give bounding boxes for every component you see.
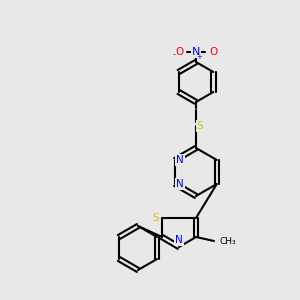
Text: O: O: [175, 47, 183, 57]
Text: O: O: [209, 47, 217, 57]
Text: -: -: [172, 50, 176, 59]
Text: N: N: [176, 155, 184, 165]
Text: +: +: [196, 54, 202, 60]
Text: CH₃: CH₃: [219, 236, 236, 245]
Text: N: N: [192, 47, 200, 57]
Text: S: S: [197, 121, 203, 131]
Text: N: N: [175, 235, 183, 245]
Text: S: S: [153, 213, 159, 223]
Text: N: N: [176, 179, 184, 189]
